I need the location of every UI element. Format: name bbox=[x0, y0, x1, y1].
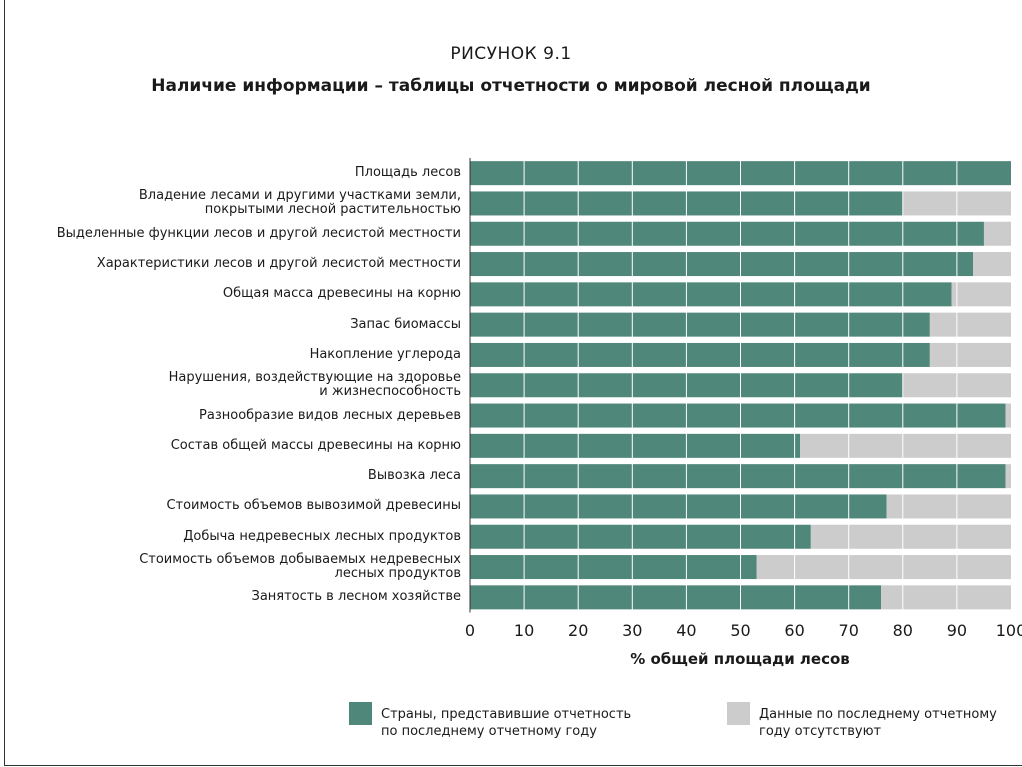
x-tick-label: 50 bbox=[730, 621, 750, 640]
x-tick-label: 100 bbox=[996, 621, 1022, 640]
bar-missing bbox=[756, 555, 1011, 580]
bar-missing bbox=[810, 524, 1011, 549]
x-tick-label: 30 bbox=[622, 621, 642, 640]
bar-missing bbox=[983, 221, 1011, 246]
x-tick-label: 40 bbox=[676, 621, 696, 640]
category-label: Состав общей массы древесины на корню bbox=[170, 437, 461, 453]
category-label: Общая масса древесины на корню bbox=[222, 286, 461, 302]
bar-missing bbox=[881, 585, 1011, 610]
bar-missing bbox=[1005, 403, 1011, 428]
x-tick-label: 10 bbox=[514, 621, 534, 640]
category-label: Разнообразие видов лесных деревьев bbox=[199, 407, 461, 423]
figure-title: Наличие информации – таблицы отчетности … bbox=[151, 76, 871, 96]
bar-reported bbox=[470, 342, 930, 367]
category-label: Вывозка леса bbox=[367, 468, 461, 484]
bar-reported bbox=[470, 403, 1006, 428]
category-label: Выделенные функции лесов и другой лесист… bbox=[56, 225, 461, 241]
category-label: Стоимость объемов вывозимой древесины bbox=[166, 498, 461, 514]
bar-reported bbox=[470, 464, 1006, 489]
x-tick-label: 20 bbox=[568, 621, 588, 640]
legend-label-missing: Данные по последнему отчетному году отсу… bbox=[759, 707, 997, 739]
figure-frame bbox=[4, 0, 1022, 766]
x-tick-label: 0 bbox=[465, 621, 475, 640]
bar-missing bbox=[1005, 464, 1011, 489]
x-tick-label: 70 bbox=[839, 621, 859, 640]
category-label: Нарушения, воздействующие на здоровье и ж… bbox=[168, 370, 461, 400]
x-tick-label: 80 bbox=[893, 621, 913, 640]
legend-label-reported: Страны, представившие отчетность по посл… bbox=[381, 707, 632, 739]
bar-missing bbox=[929, 312, 1011, 337]
category-label: Характеристики лесов и другой лесистой м… bbox=[96, 256, 461, 272]
x-tick-label: 60 bbox=[784, 621, 804, 640]
bar-reported bbox=[470, 555, 757, 580]
category-label: Владение лесами и другими участками земл… bbox=[138, 188, 461, 218]
bar-missing bbox=[973, 252, 1011, 277]
bar-missing bbox=[800, 433, 1011, 458]
category-label: Накопление углерода bbox=[309, 346, 461, 362]
legend-swatch-reported bbox=[349, 702, 372, 725]
category-label: Стоимость объемов добываемых недревесных… bbox=[139, 552, 461, 582]
bar-reported bbox=[470, 221, 984, 246]
bar-missing bbox=[929, 342, 1011, 367]
category-label: Занятость в лесном хозяйстве bbox=[251, 589, 461, 605]
x-axis-label: % общей площади лесов bbox=[630, 650, 850, 668]
bar-reported bbox=[470, 312, 930, 337]
category-label: Площадь лесов bbox=[354, 165, 461, 181]
bar-reported bbox=[470, 282, 952, 307]
legend-swatch-missing bbox=[727, 702, 750, 725]
bar-reported bbox=[470, 433, 801, 458]
figure-label: РИСУНОК 9.1 bbox=[450, 44, 572, 64]
bar-missing bbox=[951, 282, 1011, 307]
x-tick-label: 90 bbox=[947, 621, 967, 640]
bar-reported bbox=[470, 494, 887, 519]
category-label: Запас биомассы bbox=[350, 316, 461, 332]
bar-reported bbox=[470, 524, 811, 549]
bar-missing bbox=[886, 494, 1011, 519]
bar-reported bbox=[470, 585, 882, 610]
bar-reported bbox=[470, 252, 974, 277]
category-label: Добыча недревесных лесных продуктов bbox=[183, 528, 461, 544]
